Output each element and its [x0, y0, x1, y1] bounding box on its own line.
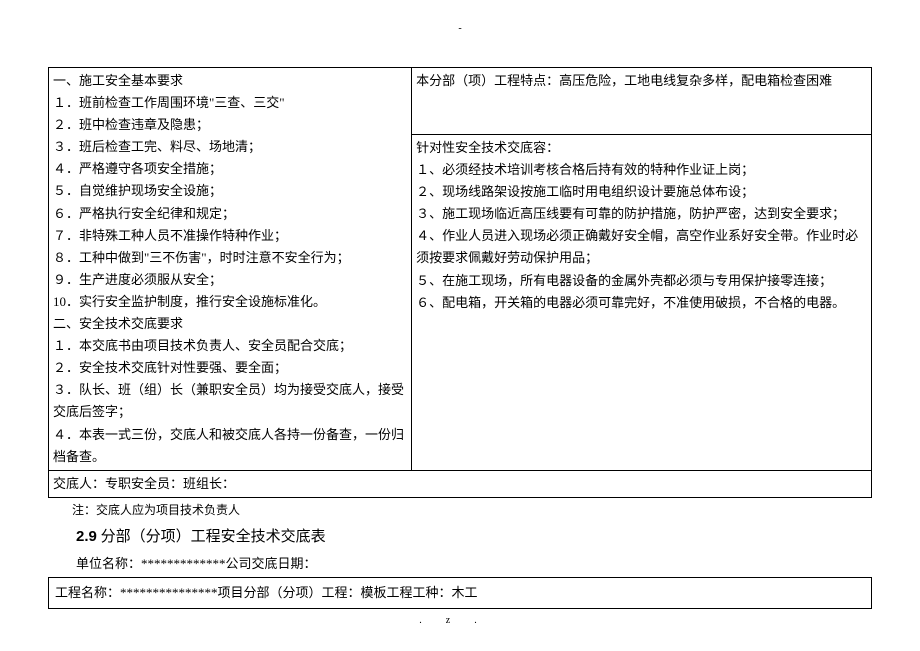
- right-item: ５、在施工现场，所有电器设备的金属外壳都必须与专用保护接零连接；: [416, 270, 867, 292]
- sub-row-text: 工程名称：***************项目分部（分项）工程：模板工程工种：木工: [55, 585, 478, 600]
- section-title: 2.9 分部（分项）工程安全技术交底表: [76, 524, 872, 551]
- left-item: 10．实行安全监护制度，推行安全设施标准化。: [53, 291, 407, 313]
- unit-line: 单位名称：*************公司交底日期：: [76, 553, 872, 575]
- right-top-cell: 本分部（项）工程特点：高压危险，工地电线复杂多样，配电箱检查困难: [412, 68, 872, 135]
- sub-row-cell: 工程名称：***************项目分部（分项）工程：模板工程工种：木工: [49, 577, 872, 608]
- left-item: ４．严格遵守各项安全措施；: [53, 158, 407, 180]
- right-item: ２、现场线路架设按施工临时用电组织设计要施总体布设；: [416, 181, 867, 203]
- left-item: １．班前检查工作周围环境"三查、三交": [53, 92, 407, 114]
- left-item: ７．非特殊工种人员不准操作特种作业；: [53, 225, 407, 247]
- left-heading-1: 一、施工安全基本要求: [53, 70, 407, 92]
- sign-row-cell: 交底人：专职安全员：班组长：: [49, 470, 872, 497]
- footer-marks: .z.: [0, 612, 920, 629]
- note-line: 注：交底人应为项目技术负责人: [48, 500, 872, 520]
- left-item: ３．队长、班（组）长（兼职安全员）均为接受交底人，接受交底后签字；: [53, 379, 407, 423]
- top-dash: -: [48, 20, 872, 37]
- right-heading: 针对性安全技术交底容：: [416, 137, 867, 159]
- section-text: 分部（分项）工程安全技术交底表: [97, 529, 326, 545]
- right-top-text: 本分部（项）工程特点：高压危险，工地电线复杂多样，配电箱检查困难: [416, 70, 867, 92]
- left-item: ６．严格执行安全纪律和规定；: [53, 203, 407, 225]
- left-heading-2: 二、安全技术交底要求: [53, 313, 407, 335]
- right-item: １、必须经技术培训考核合格后持有效的特种作业证上岗；: [416, 159, 867, 181]
- left-item: ３．班后检查工完、料尽、场地清；: [53, 136, 407, 158]
- right-bottom-cell: 针对性安全技术交底容： １、必须经技术培训考核合格后持有效的特种作业证上岗； ２…: [412, 135, 872, 471]
- left-item: ２．安全技术交底针对性要强、要全面；: [53, 357, 407, 379]
- left-item: ２．班中检查违章及隐患；: [53, 114, 407, 136]
- sign-row-text: 交底人：专职安全员：班组长：: [53, 476, 235, 491]
- sub-table: 工程名称：***************项目分部（分项）工程：模板工程工种：木工: [48, 577, 872, 609]
- left-item: ４．本表一式三份，交底人和被交底人各持一份备查，一份归档备查。: [53, 424, 407, 468]
- right-item: ３、施工现场临近高压线要有可靠的防护措施，防护严密，达到安全要求；: [416, 203, 867, 225]
- left-item: ５．自觉维护现场安全设施；: [53, 180, 407, 202]
- left-cell: 一、施工安全基本要求 １．班前检查工作周围环境"三查、三交" ２．班中检查违章及…: [49, 68, 412, 471]
- right-item: ４、作业人员进入现场必须正确戴好安全帽，高空作业系好安全带。作业时必须按要求佩戴…: [416, 225, 867, 269]
- left-item: ８．工种中做到"三不伤害"，时时注意不安全行为；: [53, 247, 407, 269]
- right-item: ６、配电箱，开关箱的电器必须可靠完好，不准使用破损，不合格的电器。: [416, 292, 867, 314]
- main-table: 一、施工安全基本要求 １．班前检查工作周围环境"三查、三交" ２．班中检查违章及…: [48, 67, 872, 498]
- left-item: ９．生产进度必须服从安全；: [53, 269, 407, 291]
- section-number: 2.9: [76, 528, 97, 545]
- page: - 一、施工安全基本要求 １．班前检查工作周围环境"三查、三交" ２．班中检查违…: [0, 0, 920, 651]
- left-item: １．本交底书由项目技术负责人、安全员配合交底；: [53, 335, 407, 357]
